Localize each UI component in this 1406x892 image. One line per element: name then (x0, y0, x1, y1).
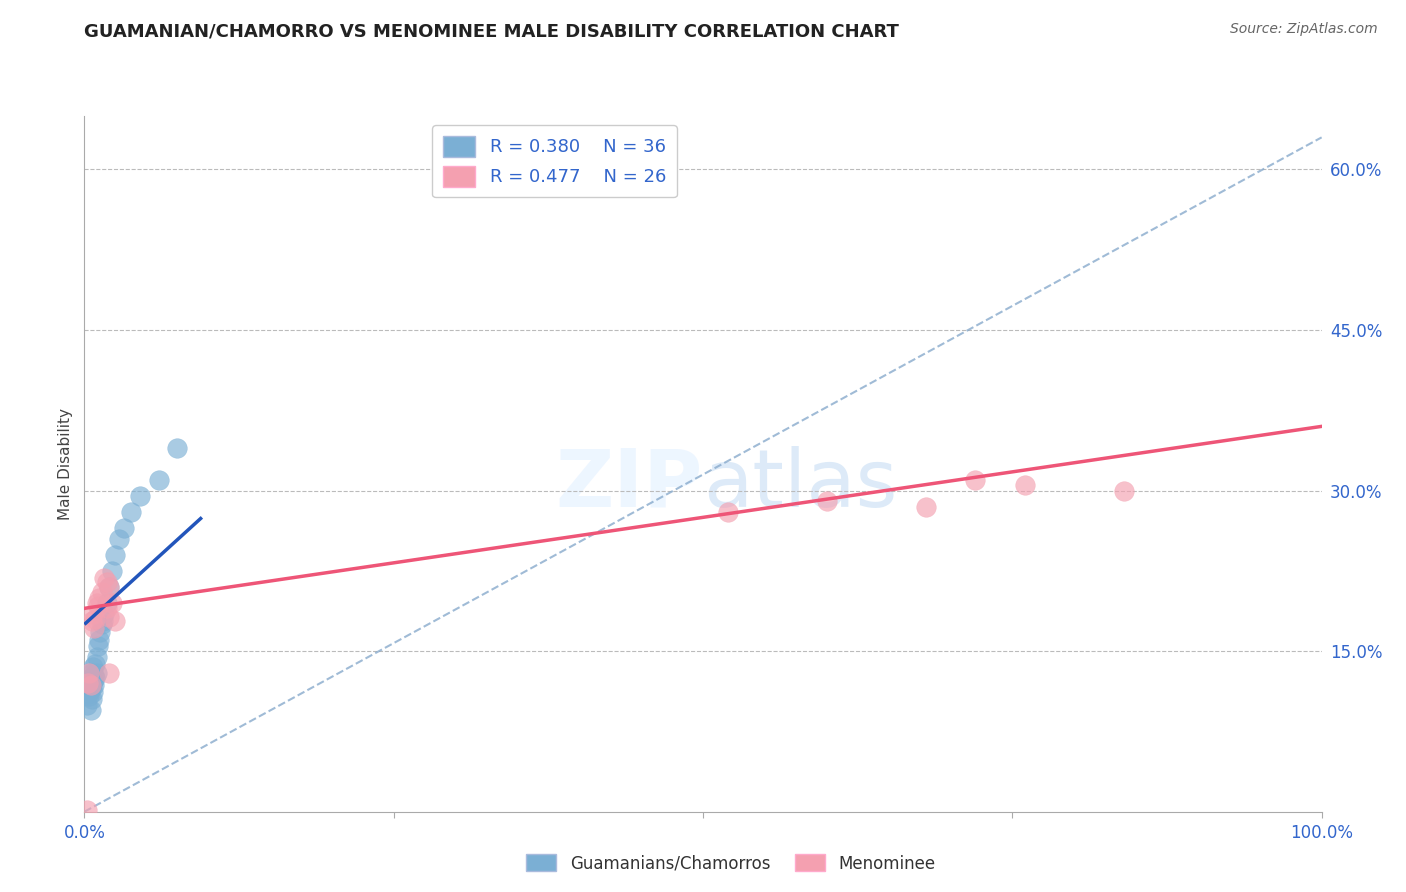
Point (77, 687, 100, 701)
Point (93, 607, 115, 621)
Point (914, 500, 936, 514)
Point (98, 580, 121, 594)
Point (965, 473, 987, 487)
Point (96, 601, 118, 615)
Point (77, 676, 100, 690)
Point (120, 505, 142, 519)
Point (96, 574, 118, 589)
Point (1112, 483, 1135, 498)
Point (80, 692, 103, 706)
Point (148, 473, 170, 487)
Point (98, 665, 121, 680)
Point (86, 665, 108, 680)
Point (82, 674, 104, 689)
Point (100, 564, 122, 578)
Point (83, 667, 105, 681)
Point (79, 681, 101, 696)
Point (1014, 478, 1036, 492)
Point (815, 494, 838, 508)
Text: atlas: atlas (703, 446, 897, 524)
Point (79, 676, 101, 690)
Point (112, 521, 135, 535)
Point (76, 803, 98, 817)
Point (108, 532, 131, 546)
Point (98, 580, 121, 594)
Point (77, 681, 100, 696)
Point (98, 610, 121, 624)
Point (86, 649, 108, 664)
Point (84, 671, 107, 685)
Point (79, 678, 101, 692)
Point (82, 685, 104, 699)
Point (83, 621, 105, 635)
Point (100, 596, 122, 610)
Point (90, 617, 112, 632)
Point (717, 505, 740, 519)
Point (90, 585, 112, 599)
Point (82, 660, 104, 674)
Point (80, 614, 103, 628)
Point (89, 633, 111, 648)
Point (83, 678, 105, 692)
Text: GUAMANIAN/CHAMORRO VS MENOMINEE MALE DISABILITY CORRELATION CHART: GUAMANIAN/CHAMORRO VS MENOMINEE MALE DIS… (84, 22, 900, 40)
Point (129, 489, 152, 503)
Text: Source: ZipAtlas.com: Source: ZipAtlas.com (1230, 22, 1378, 37)
Y-axis label: Male Disability: Male Disability (58, 408, 73, 520)
Point (93, 571, 115, 585)
Point (89, 591, 111, 605)
Point (79, 665, 101, 680)
Point (86, 596, 108, 610)
Point (104, 614, 127, 628)
Point (87, 599, 110, 614)
Point (84, 612, 107, 626)
Point (80, 665, 103, 680)
Point (76, 698, 98, 712)
Point (79, 671, 101, 685)
Point (84, 657, 107, 671)
Point (96, 596, 118, 610)
Legend: R = 0.380    N = 36, R = 0.477    N = 26: R = 0.380 N = 36, R = 0.477 N = 26 (432, 125, 678, 197)
Point (89, 624, 111, 639)
Point (80, 678, 103, 692)
Text: ZIP: ZIP (555, 446, 703, 524)
Point (87, 639, 110, 653)
Legend: Guamanians/Chamorros, Menominee: Guamanians/Chamorros, Menominee (520, 847, 942, 880)
Point (104, 548, 127, 562)
Point (79, 689, 101, 703)
Point (166, 441, 188, 455)
Point (79, 703, 101, 717)
Point (91, 614, 114, 628)
Point (82, 607, 104, 621)
